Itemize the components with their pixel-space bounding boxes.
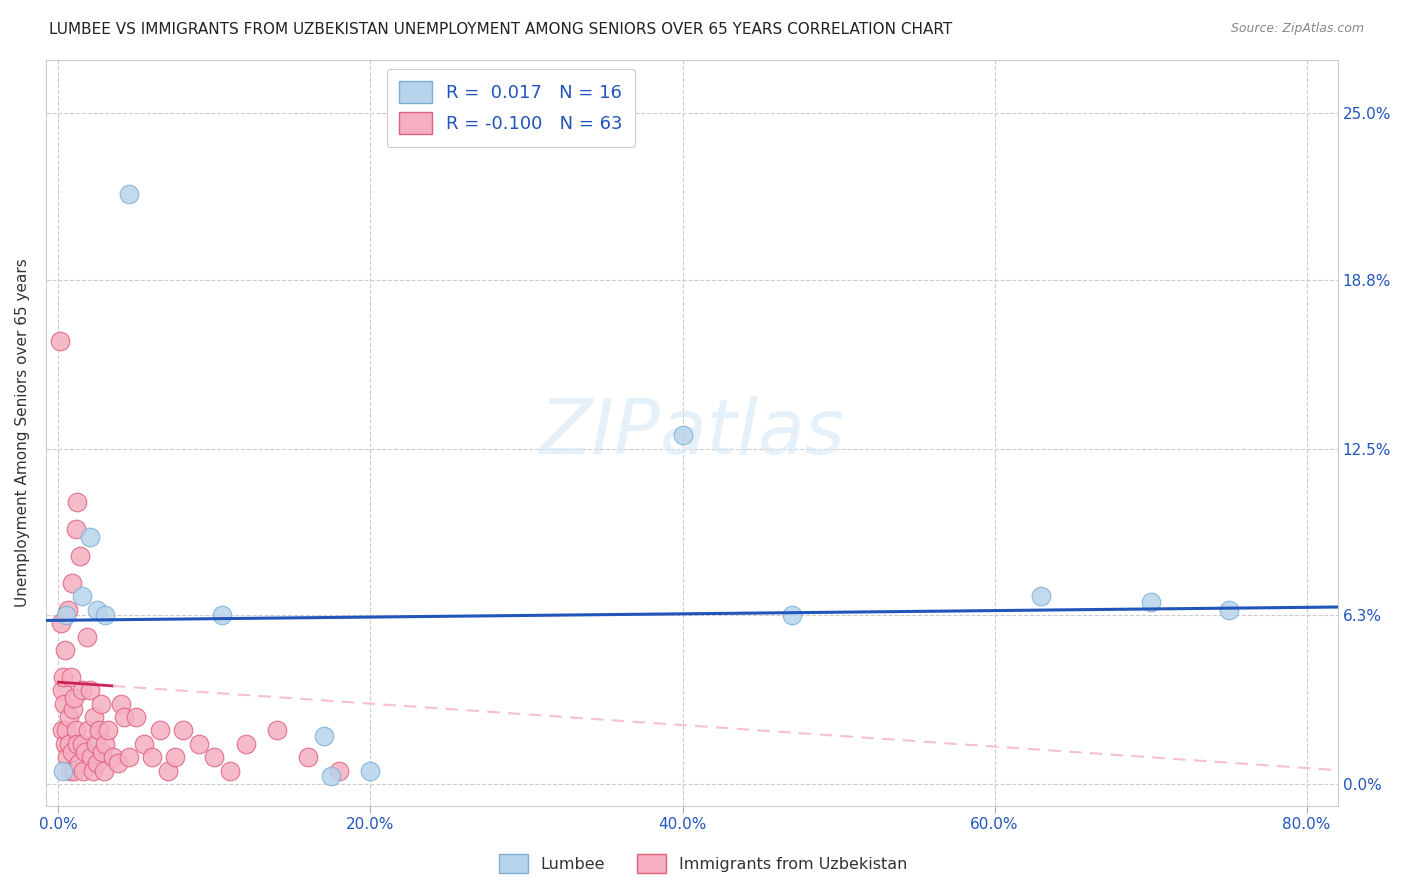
Point — [94, 608, 117, 623]
Point — [671, 428, 693, 442]
Point — [84, 737, 107, 751]
Point — [49, 334, 72, 349]
Point — [94, 737, 117, 751]
Point — [70, 683, 93, 698]
Point — [90, 697, 112, 711]
Point — [134, 737, 156, 751]
Point — [141, 750, 163, 764]
Point — [60, 575, 83, 590]
Point — [73, 745, 96, 759]
Point — [328, 764, 350, 778]
Point — [55, 608, 77, 623]
Text: ZIPatlas: ZIPatlas — [538, 395, 845, 469]
Point — [107, 756, 129, 770]
Point — [69, 549, 91, 563]
Point — [780, 608, 803, 623]
Point — [83, 710, 105, 724]
Point — [156, 764, 179, 778]
Point — [58, 710, 80, 724]
Text: Source: ZipAtlas.com: Source: ZipAtlas.com — [1230, 22, 1364, 36]
Point — [55, 723, 77, 738]
Point — [63, 691, 86, 706]
Point — [63, 764, 86, 778]
Point — [51, 683, 73, 698]
Point — [1139, 594, 1161, 608]
Point — [49, 616, 72, 631]
Point — [187, 737, 209, 751]
Point — [359, 764, 381, 778]
Point — [79, 530, 101, 544]
Point — [66, 495, 89, 509]
Point — [70, 737, 93, 751]
Point — [97, 723, 120, 738]
Point — [56, 750, 79, 764]
Point — [59, 670, 82, 684]
Point — [118, 186, 141, 201]
Legend: R =  0.017   N = 16, R = -0.100   N = 63: R = 0.017 N = 16, R = -0.100 N = 63 — [387, 69, 636, 147]
Point — [62, 745, 84, 759]
Point — [62, 702, 84, 716]
Point — [59, 764, 82, 778]
Point — [211, 608, 233, 623]
Point — [165, 750, 187, 764]
Point — [125, 710, 148, 724]
Point — [219, 764, 242, 778]
Point — [112, 710, 135, 724]
Point — [235, 737, 257, 751]
Point — [86, 603, 108, 617]
Legend: Lumbee, Immigrants from Uzbekistan: Lumbee, Immigrants from Uzbekistan — [492, 847, 914, 880]
Point — [77, 723, 100, 738]
Point — [79, 683, 101, 698]
Point — [52, 697, 75, 711]
Point — [72, 764, 94, 778]
Point — [67, 756, 90, 770]
Point — [70, 589, 93, 603]
Point — [53, 737, 76, 751]
Point — [93, 764, 115, 778]
Point — [58, 737, 80, 751]
Y-axis label: Unemployment Among Seniors over 65 years: Unemployment Among Seniors over 65 years — [15, 258, 30, 607]
Point — [65, 522, 87, 536]
Point — [80, 750, 103, 764]
Point — [82, 764, 104, 778]
Point — [101, 750, 124, 764]
Point — [1031, 589, 1053, 603]
Point — [65, 723, 87, 738]
Point — [86, 756, 108, 770]
Point — [52, 670, 75, 684]
Point — [149, 723, 172, 738]
Point — [110, 697, 132, 711]
Point — [118, 750, 141, 764]
Point — [52, 764, 75, 778]
Text: LUMBEE VS IMMIGRANTS FROM UZBEKISTAN UNEMPLOYMENT AMONG SENIORS OVER 65 YEARS CO: LUMBEE VS IMMIGRANTS FROM UZBEKISTAN UNE… — [49, 22, 952, 37]
Point — [76, 630, 98, 644]
Point — [204, 750, 226, 764]
Point — [51, 723, 73, 738]
Point — [172, 723, 194, 738]
Point — [312, 729, 335, 743]
Point — [91, 745, 114, 759]
Point — [55, 643, 77, 657]
Point — [56, 603, 79, 617]
Point — [321, 769, 343, 783]
Point — [66, 737, 89, 751]
Point — [1218, 603, 1240, 617]
Point — [87, 723, 110, 738]
Point — [266, 723, 288, 738]
Point — [297, 750, 319, 764]
